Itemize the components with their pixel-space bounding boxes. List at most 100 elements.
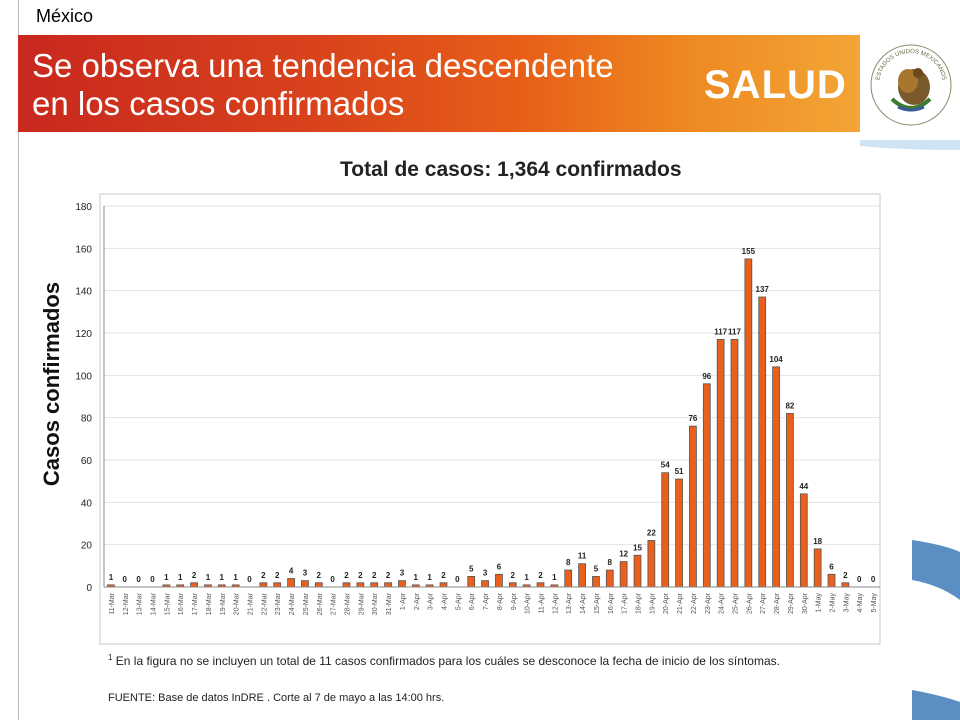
bar xyxy=(467,576,476,588)
y-tick-label: 40 xyxy=(81,498,93,509)
footnote-marker: 1 xyxy=(108,653,113,662)
bar xyxy=(384,582,392,588)
y-tick-label: 80 xyxy=(81,414,93,425)
data-label: 0 xyxy=(123,575,128,584)
data-label: 2 xyxy=(511,571,516,580)
y-tick-labels: 0 20 40 60 80 100 120 140 160 180 xyxy=(75,202,92,594)
data-label: 2 xyxy=(358,571,363,580)
x-tick-label: 11-Apr xyxy=(539,592,546,613)
data-label: 0 xyxy=(136,575,141,584)
data-label: 3 xyxy=(483,569,488,578)
bar xyxy=(273,582,282,588)
data-label: 82 xyxy=(785,401,794,410)
bar xyxy=(314,582,323,588)
x-tick-label: 5-May xyxy=(871,593,878,613)
x-tick-label: 27-Mar xyxy=(331,592,338,615)
x-tick-label: 24-Mar xyxy=(289,592,296,615)
data-labels: 1 0 0 0 1 1 2 1 1 1 0 2 2 4 3 2 0 2 2 2 2 3 1 1 2 05 362 1 2 18115812… xyxy=(109,247,876,584)
data-label: 104 xyxy=(769,355,783,364)
bar xyxy=(301,580,309,588)
x-tick-label: 15-Mar xyxy=(164,592,171,615)
x-tick-label: 21-Mar xyxy=(248,592,255,615)
bar xyxy=(786,413,794,588)
source-note: FUENTE: Base de datos InDRE . Corte al 7… xyxy=(108,692,445,704)
data-label: 5 xyxy=(469,564,474,573)
data-label: 11 xyxy=(578,552,587,561)
data-label: 0 xyxy=(330,575,335,584)
y-tick-label: 140 xyxy=(75,287,92,298)
bar xyxy=(619,561,628,588)
x-tick-label: 16-Apr xyxy=(608,592,615,614)
data-label: 54 xyxy=(661,461,670,470)
data-label: 1 xyxy=(233,573,238,582)
bar xyxy=(716,338,725,588)
data-label: 1 xyxy=(552,573,557,582)
bar xyxy=(536,582,545,588)
x-tick-label: 5-Apr xyxy=(455,592,462,610)
data-label: 44 xyxy=(799,482,808,491)
y-tick-label: 60 xyxy=(81,456,93,467)
x-tick-label: 8-Apr xyxy=(497,592,504,610)
x-tick-label: 28-Apr xyxy=(774,592,781,614)
y-tick-label: 180 xyxy=(75,202,92,213)
bar xyxy=(398,580,406,588)
y-tick-label: 120 xyxy=(75,329,92,340)
bar xyxy=(356,582,365,588)
bar xyxy=(702,383,711,588)
x-tick-label: 7-Apr xyxy=(483,592,490,610)
x-tick-label: 11-Mar xyxy=(109,592,116,614)
x-tick-label: 25-Apr xyxy=(733,592,740,614)
x-tick-label: 18-Mar xyxy=(206,592,213,615)
x-tick-label: 28-Mar xyxy=(345,592,352,615)
data-label: 155 xyxy=(742,247,756,256)
bar xyxy=(772,366,780,588)
x-tick-label: 3-Apr xyxy=(428,592,435,610)
x-tick-label: 2-May xyxy=(830,593,837,613)
bar xyxy=(592,576,600,588)
data-label: 8 xyxy=(566,558,571,567)
x-tick-label: 22-Apr xyxy=(691,592,698,614)
y-tick-label: 160 xyxy=(75,244,92,255)
slide-title: Se observa una tendencia descendente en … xyxy=(32,47,614,122)
bar xyxy=(259,582,268,588)
bar xyxy=(813,548,822,588)
data-label: 1 xyxy=(524,573,529,582)
bar xyxy=(578,563,586,588)
bar xyxy=(342,582,351,588)
bar xyxy=(647,540,656,588)
bar xyxy=(633,554,642,588)
data-label: 12 xyxy=(619,550,628,559)
x-tick-label: 17-Mar xyxy=(192,592,199,615)
data-label: 1 xyxy=(414,573,419,582)
bar xyxy=(730,338,739,588)
data-label: 8 xyxy=(608,558,613,567)
data-label: 76 xyxy=(688,414,697,423)
x-tick-label: 17-Apr xyxy=(622,592,629,614)
data-label: 1 xyxy=(109,573,114,582)
data-label: 0 xyxy=(871,575,876,584)
bar xyxy=(744,258,753,588)
data-label: 2 xyxy=(372,571,377,580)
data-label: 1 xyxy=(427,573,432,582)
x-tick-label: 26-Apr xyxy=(746,592,753,614)
x-tick-label: 18-Apr xyxy=(636,592,643,614)
x-tick-label: 21-Apr xyxy=(677,592,684,614)
data-label: 15 xyxy=(633,543,642,552)
data-label: 1 xyxy=(178,573,183,582)
bar xyxy=(605,569,614,588)
x-tick-labels: 11-Mar 12-Mar 13-Mar 14-Mar 15-Mar 16-Mar 17-M… xyxy=(109,592,878,615)
x-tick-label: 29-Apr xyxy=(788,592,795,614)
data-label: 2 xyxy=(317,571,322,580)
chart-title: Total de casos: 1,364 confirmados xyxy=(340,158,682,181)
data-label: 2 xyxy=(344,571,349,580)
data-label: 117 xyxy=(728,327,741,336)
bar xyxy=(841,582,850,588)
data-label: 2 xyxy=(261,571,266,580)
bar xyxy=(758,296,767,588)
x-tick-label: 24-Apr xyxy=(719,592,726,614)
x-tick-label: 30-Apr xyxy=(802,592,809,614)
bar xyxy=(689,425,697,588)
data-label: 0 xyxy=(247,575,252,584)
data-label: 96 xyxy=(702,372,711,381)
